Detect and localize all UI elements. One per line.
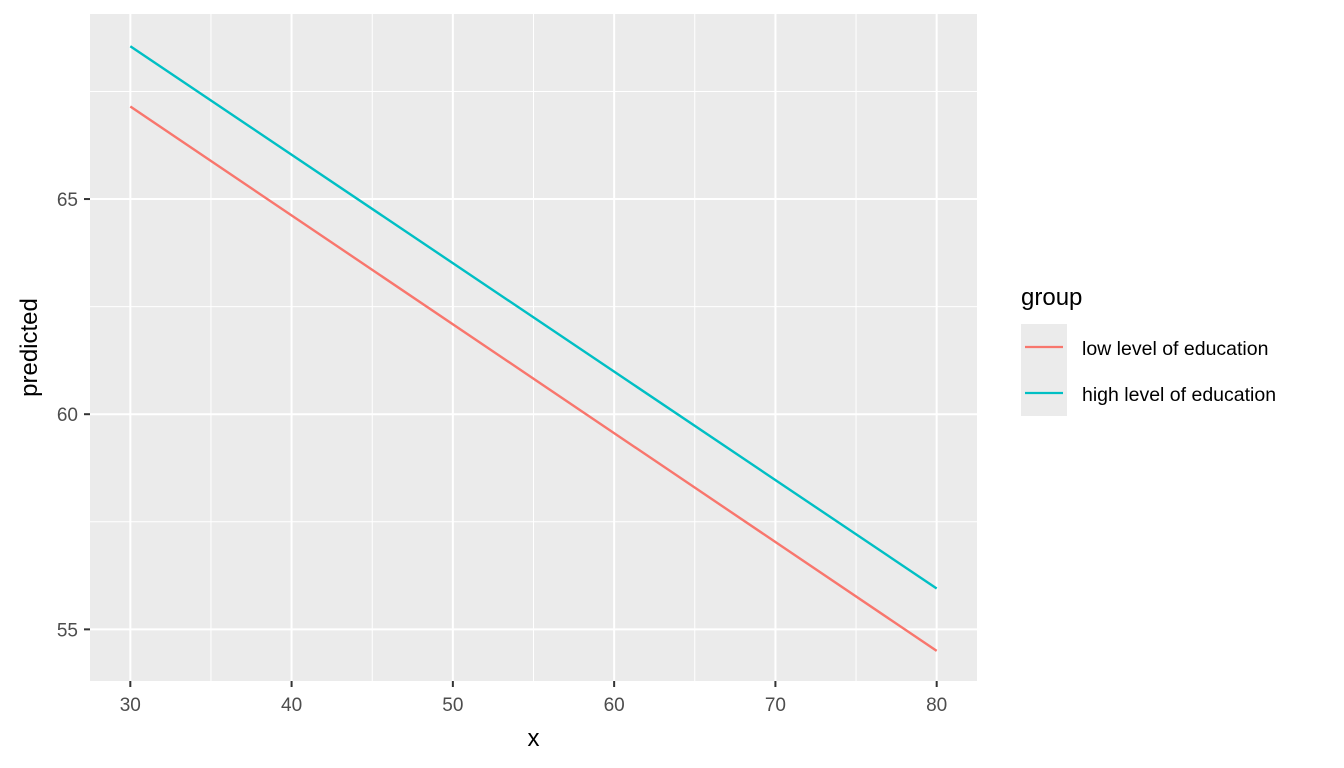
legend-key-background bbox=[1021, 324, 1067, 416]
y-axis: 55 60 65 bbox=[57, 190, 90, 641]
y-tick-label: 65 bbox=[57, 190, 78, 211]
legend-title: group bbox=[1021, 284, 1082, 311]
x-tick-label: 60 bbox=[604, 695, 625, 716]
grid-minor bbox=[90, 14, 977, 681]
legend: group low level of education high level … bbox=[1021, 284, 1276, 416]
series-layer bbox=[129, 45, 938, 652]
x-tick-label: 30 bbox=[120, 695, 141, 716]
legend-label-low-education: low level of education bbox=[1082, 338, 1268, 360]
y-axis-title: predicted bbox=[16, 298, 43, 397]
y-tick-label: 55 bbox=[57, 620, 78, 641]
x-axis: 30 40 50 60 70 80 bbox=[120, 681, 947, 716]
x-tick-label: 40 bbox=[281, 695, 302, 716]
legend-label-high-education: high level of education bbox=[1082, 384, 1276, 406]
y-tick-label: 60 bbox=[57, 405, 78, 426]
x-tick-label: 70 bbox=[765, 695, 786, 716]
x-tick-label: 50 bbox=[442, 695, 463, 716]
series-line-low-education bbox=[129, 105, 938, 652]
x-axis-title: x bbox=[528, 725, 540, 752]
x-tick-label: 80 bbox=[926, 695, 947, 716]
series-line-high-education bbox=[129, 45, 938, 590]
grid-major bbox=[90, 14, 977, 681]
